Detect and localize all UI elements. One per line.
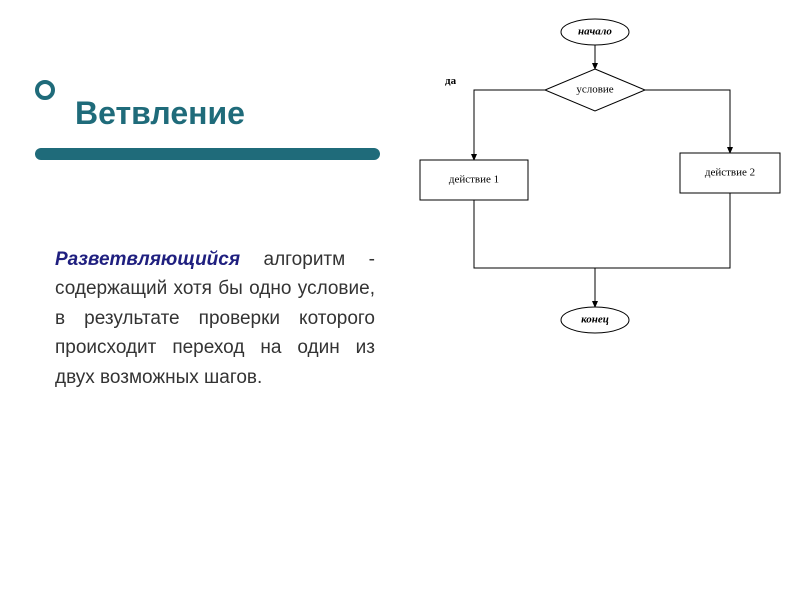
flow-edge (474, 200, 595, 268)
flow-edge (595, 193, 730, 268)
slide-title: Ветвление (75, 95, 245, 132)
body-paragraph: Разветвляющийся алгоритм - содержащий хо… (55, 245, 375, 392)
flow-node-label-act2: действие 2 (705, 167, 755, 179)
flowchart-diagram: да начало условие действие 1 действие 2 конец (400, 10, 790, 370)
flow-node-label-cond: условие (576, 84, 613, 96)
flow-node-label-start: начало (578, 26, 612, 38)
body-emphasis: Разветвляющийся (55, 249, 240, 270)
title-underline (35, 148, 380, 160)
flow-edge (645, 90, 730, 153)
flowchart-svg: да начало условие действие 1 действие 2 конец (400, 10, 790, 370)
edge-label: да (445, 75, 457, 87)
title-bullet (35, 80, 55, 100)
flow-node-label-act1: действие 1 (449, 174, 499, 186)
flow-node-label-end: конец (581, 314, 609, 326)
flow-edge (474, 90, 545, 160)
